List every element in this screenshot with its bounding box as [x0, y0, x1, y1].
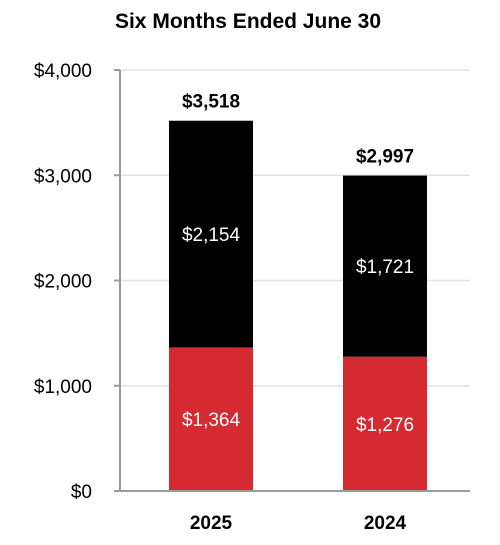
x-tick-label: 2025	[190, 513, 233, 534]
segment-value-label: $1,276	[356, 415, 414, 436]
segment-value-label: $1,721	[356, 257, 414, 278]
segment-value-label: $2,154	[182, 225, 241, 246]
bar-segment	[169, 347, 253, 491]
bars	[169, 120, 427, 491]
bar-segment	[343, 175, 427, 357]
y-tick-label: $3,000	[34, 166, 92, 187]
y-tick-label: $2,000	[34, 272, 92, 293]
total-value-label: $3,518	[182, 92, 240, 113]
x-tick-label: 2024	[364, 513, 407, 534]
data-labels: $1,364 $2,154 $3,518 $1,276 $1,721 $2,997	[182, 92, 414, 436]
y-axis: $0 $1,000 $2,000 $3,000 $4,000	[34, 61, 121, 503]
y-tick-label: $1,000	[34, 377, 92, 398]
bar-segment	[169, 120, 253, 348]
segment-value-label: $1,364	[182, 410, 241, 431]
y-tick-label: $4,000	[34, 61, 92, 82]
y-tick-label: $0	[71, 482, 92, 503]
total-value-label: $2,997	[356, 147, 414, 168]
chart-title: Six Months Ended June 30	[115, 10, 381, 33]
x-axis: 2025 2024	[114, 490, 470, 534]
bar-segment	[343, 356, 427, 491]
